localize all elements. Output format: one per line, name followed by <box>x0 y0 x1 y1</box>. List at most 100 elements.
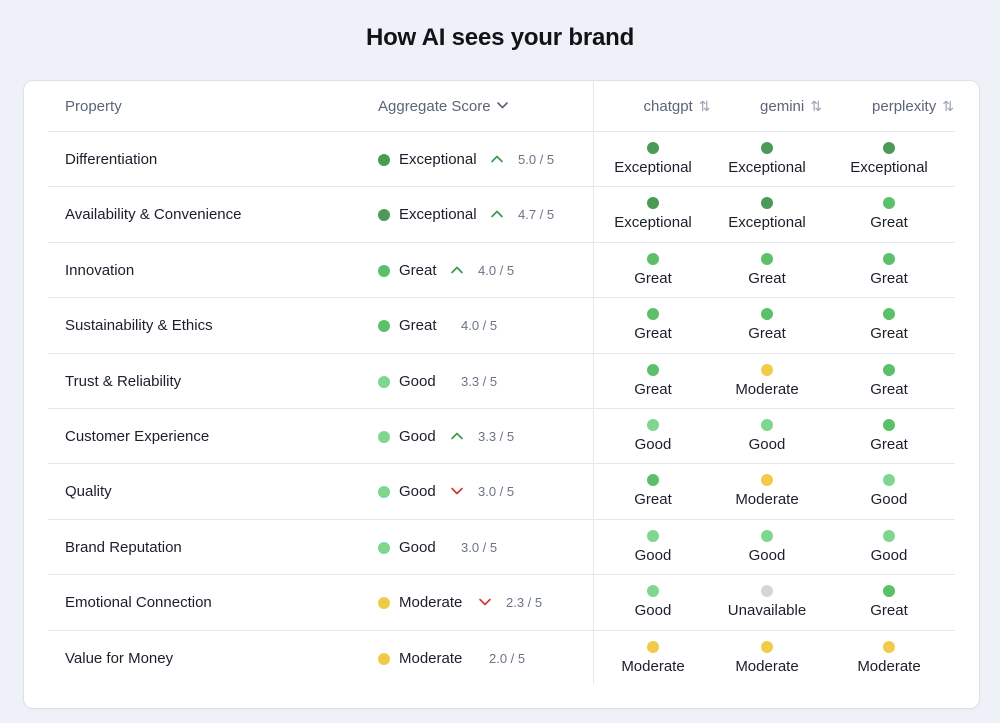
status-dot-icon <box>647 142 659 154</box>
header-chatgpt-sort[interactable]: chatgpt ⇅ <box>617 98 737 115</box>
model-rating-label: Great <box>870 602 908 620</box>
aggregate-rating-label: Great <box>399 261 437 279</box>
status-dot-icon <box>647 474 659 487</box>
aggregate-score: Great 4.0 / 5 <box>378 317 608 335</box>
header-perplexity-sort[interactable]: perplexity ⇅ <box>853 98 973 115</box>
gemini-rating: Great <box>707 298 827 353</box>
perplexity-rating: Good <box>829 520 949 575</box>
status-dot-icon <box>647 308 659 321</box>
chatgpt-rating: Good <box>593 409 713 464</box>
aggregate-score: Great 4.0 / 5 <box>378 262 608 280</box>
model-rating-label: Good <box>634 602 672 620</box>
status-dot-icon <box>378 154 390 166</box>
aggregate-score-value: 2.3 / 5 <box>506 595 543 611</box>
aggregate-score-value: 3.0 / 5 <box>461 539 498 555</box>
page-title: How AI sees your brand <box>365 24 635 51</box>
model-rating-label: Good <box>634 546 672 564</box>
model-rating-label: Great <box>870 435 908 453</box>
aggregate-score: Moderate 2.3 / 5 <box>378 594 608 612</box>
trend-down-icon <box>479 598 491 606</box>
sort-icon: ⇅ <box>698 98 711 114</box>
chatgpt-rating: Good <box>593 575 713 630</box>
table-row[interactable]: Trust & Reliability Good 3.3 / 5 Great Moder… <box>48 354 955 409</box>
status-dot-icon <box>378 375 390 388</box>
perplexity-rating: Exceptional <box>829 132 949 187</box>
status-dot-icon <box>761 142 773 154</box>
table-row[interactable]: Differentiation Exceptional 5.0 / 5 Excepti… <box>48 132 955 188</box>
model-rating-label: Great <box>870 269 908 287</box>
aggregate-score-value: 4.0 / 5 <box>461 318 498 334</box>
model-rating-label: Great <box>748 325 786 343</box>
header-gemini-sort[interactable]: gemini ⇅ <box>731 98 851 115</box>
model-rating-label: Exceptional <box>614 214 692 232</box>
aggregate-score: Good 3.0 / 5 <box>378 539 608 557</box>
gemini-rating: Exceptional <box>707 187 827 242</box>
chatgpt-rating: Great <box>593 464 713 519</box>
perplexity-rating: Great <box>829 243 949 298</box>
status-dot-icon <box>761 363 773 376</box>
model-rating-label: Exceptional <box>728 214 806 232</box>
column-divider <box>593 81 594 684</box>
status-dot-icon <box>883 418 895 431</box>
status-dot-icon <box>647 529 659 542</box>
aggregate-score: Moderate 2.0 / 5 <box>378 650 608 668</box>
model-rating-label: Moderate <box>735 657 799 675</box>
header-property: Property <box>65 98 122 115</box>
model-rating-label: Great <box>748 269 786 287</box>
table-row[interactable]: Emotional Connection Moderate 2.3 / 5 Good U… <box>48 575 955 631</box>
status-dot-icon <box>761 252 773 265</box>
header-aggregate-sort[interactable]: Aggregate Score <box>378 98 508 115</box>
table-row[interactable]: Brand Reputation Good 3.0 / 5 Good Good Good <box>48 520 955 576</box>
gemini-rating: Moderate <box>707 354 827 409</box>
model-rating-label: Exceptional <box>728 159 806 176</box>
property-name: Quality <box>65 483 112 501</box>
status-dot-icon <box>761 640 773 653</box>
gemini-rating: Great <box>707 243 827 298</box>
status-dot-icon <box>883 142 895 154</box>
status-dot-icon <box>378 652 390 665</box>
chatgpt-rating: Good <box>593 520 713 575</box>
property-name: Emotional Connection <box>65 594 212 612</box>
model-rating-label: Great <box>634 269 672 287</box>
model-rating-label: Unavailable <box>727 602 807 620</box>
table-row[interactable]: Sustainability & Ethics Great 4.0 / 5 Great… <box>48 298 955 354</box>
model-rating-label: Good <box>634 435 672 453</box>
gemini-rating: Good <box>707 520 827 575</box>
model-rating-label: Good <box>870 546 908 564</box>
chatgpt-rating: Great <box>593 354 713 409</box>
perplexity-rating: Great <box>829 575 949 630</box>
status-dot-icon <box>883 585 895 598</box>
aggregate-score-value: 3.3 / 5 <box>478 428 515 444</box>
property-name: Differentiation <box>65 151 158 168</box>
model-rating-label: Great <box>634 325 672 343</box>
table-row[interactable]: Availability & Convenience Exceptional 4.7… <box>48 187 955 243</box>
table-row[interactable]: Innovation Great 4.0 / 5 Great Great Great <box>48 243 955 299</box>
table-row[interactable]: Customer Experience Good 3.3 / 5 Good Good Gr… <box>48 409 955 465</box>
model-rating-label: Great <box>634 491 672 509</box>
model-rating-label: Exceptional <box>850 159 928 176</box>
trend-up-icon <box>491 211 503 218</box>
status-dot-icon <box>378 320 390 333</box>
header-chatgpt-label: chatgpt <box>643 98 693 115</box>
table-row[interactable]: Quality Good 3.0 / 5 Great Moderate Good <box>48 464 955 520</box>
property-name: Brand Reputation <box>65 538 182 556</box>
sort-icon: ⇅ <box>942 98 954 114</box>
brand-score-table: Property Aggregate Score chatgpt ⇅ gemini… <box>23 80 980 709</box>
trend-up-icon <box>451 266 463 274</box>
perplexity-rating: Great <box>829 409 949 464</box>
status-dot-icon <box>883 640 895 653</box>
aggregate-rating-label: Good <box>399 372 436 390</box>
perplexity-rating: Great <box>829 298 949 353</box>
table-body: Differentiation Exceptional 5.0 / 5 Excepti… <box>48 132 955 686</box>
model-rating-label: Great <box>870 214 908 232</box>
model-rating-label: Good <box>748 435 786 453</box>
chatgpt-rating: Great <box>593 243 713 298</box>
aggregate-rating-label: Good <box>399 538 436 556</box>
model-rating-label: Good <box>870 491 908 509</box>
status-dot-icon <box>883 308 895 321</box>
gemini-rating: Unavailable <box>707 575 827 630</box>
trend-up-icon <box>451 432 463 440</box>
header-gemini-label: gemini <box>760 98 805 115</box>
table-row[interactable]: Value for Money Moderate 2.0 / 5 Moderate Mo… <box>48 631 955 686</box>
trend-up-icon <box>491 155 503 163</box>
